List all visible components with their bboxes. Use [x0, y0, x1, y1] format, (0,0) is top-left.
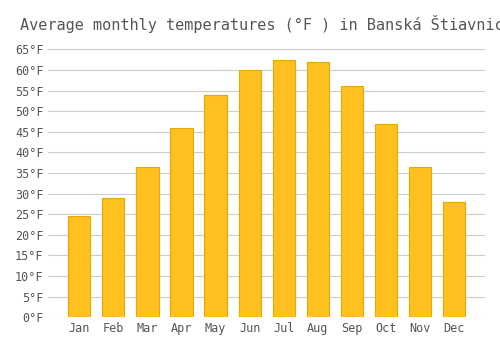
Bar — [443, 202, 465, 317]
Bar — [272, 60, 295, 317]
Bar — [170, 128, 192, 317]
Bar — [341, 86, 363, 317]
Bar — [204, 94, 227, 317]
Title: Average monthly temperatures (°F ) in Banská Štiavnica: Average monthly temperatures (°F ) in Ba… — [20, 15, 500, 33]
Bar — [102, 198, 124, 317]
Bar — [409, 167, 431, 317]
Bar — [68, 216, 90, 317]
Bar — [238, 70, 260, 317]
Bar — [375, 124, 397, 317]
Bar — [136, 167, 158, 317]
Bar — [306, 62, 329, 317]
